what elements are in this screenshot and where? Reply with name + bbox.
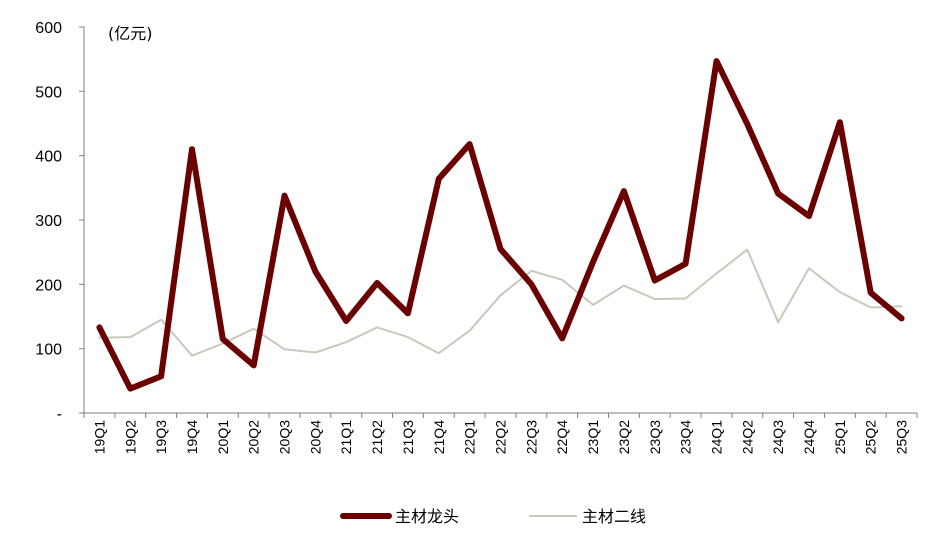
- y-tick-label: -: [57, 406, 62, 423]
- x-tick-label: 20Q2: [246, 420, 262, 454]
- x-tick-label: 21Q3: [400, 420, 416, 454]
- legend-label: 主材二线: [582, 507, 646, 526]
- x-tick-label: 23Q1: [585, 420, 601, 454]
- y-axis-ticks: - 100 200 300 400 500 600: [35, 20, 62, 423]
- x-tick-label: 23Q4: [678, 420, 694, 454]
- unit-label: (亿元): [108, 24, 153, 43]
- x-axis-ticks: 19Q1 19Q2 19Q3 19Q4 20Q1 20Q2 20Q3 20Q4 21Q1 21Q2…: [91, 420, 909, 454]
- axes: [79, 26, 918, 418]
- x-tick-label: 22Q3: [523, 420, 539, 454]
- x-tick-label: 24Q4: [801, 420, 817, 454]
- x-tick-label: 20Q3: [277, 420, 293, 454]
- y-tick-label: 500: [35, 84, 62, 101]
- x-tick-label: 23Q2: [616, 420, 632, 454]
- y-tick-label: 600: [35, 20, 62, 37]
- legend-label: 主材龙头: [395, 507, 459, 526]
- x-tick-label: 25Q3: [894, 420, 910, 454]
- x-tick-label: 22Q1: [462, 420, 478, 454]
- x-tick-label: 21Q4: [431, 420, 447, 454]
- y-tick-label: 100: [35, 342, 62, 359]
- x-tick-label: 25Q2: [863, 420, 879, 454]
- x-tick-label: 24Q2: [739, 420, 755, 454]
- x-tick-label: 19Q4: [184, 420, 200, 454]
- x-tick-label: 19Q3: [153, 420, 169, 454]
- y-tick-label: 400: [35, 149, 62, 166]
- x-tick-label: 19Q2: [122, 420, 138, 454]
- x-tick-label: 24Q3: [770, 420, 786, 454]
- x-tick-label: 20Q1: [215, 420, 231, 454]
- x-tick-label: 22Q4: [554, 420, 570, 454]
- x-tick-label: 21Q2: [369, 420, 385, 454]
- series-line-main-second-tier: [98, 248, 903, 357]
- x-tick-label: 20Q4: [307, 420, 323, 454]
- x-tick-label: 23Q3: [647, 420, 663, 454]
- legend: 主材龙头 主材二线: [340, 507, 646, 526]
- y-tick-label: 300: [35, 213, 62, 230]
- series-line-main-leaders: [96, 58, 905, 392]
- x-tick-label: 21Q1: [338, 420, 354, 454]
- x-tick-label: 22Q2: [493, 420, 509, 454]
- y-tick-label: 200: [35, 277, 62, 294]
- x-tick-label: 25Q1: [832, 420, 848, 454]
- series-lines: [96, 58, 905, 392]
- x-tick-label: 19Q1: [91, 420, 107, 454]
- x-tick-label: 24Q1: [708, 420, 724, 454]
